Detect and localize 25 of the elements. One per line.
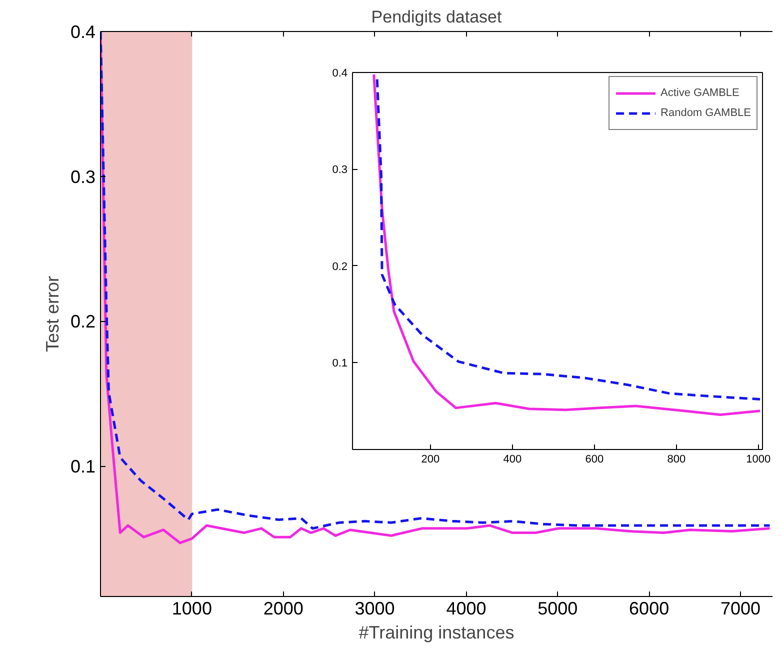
chart-title: Pendigits dataset	[371, 8, 502, 26]
y-tick-label: 0.2	[70, 312, 96, 332]
x-tick-label: 600	[585, 454, 604, 466]
y-tick-label: 0.3	[332, 164, 348, 176]
x-tick-label: 1000	[172, 598, 212, 618]
x-tick-label: 4000	[446, 598, 486, 618]
y-tick-label: 0.1	[332, 358, 348, 370]
x-tick-label: 6000	[629, 598, 670, 618]
y-tick-label: 0.3	[70, 166, 96, 187]
x-tick-label: 2000	[263, 598, 304, 618]
legend-label: Random GAMBLE	[660, 107, 751, 119]
y-axis-title: Test error	[42, 276, 62, 352]
x-tick-label: 200	[421, 454, 440, 466]
y-tick-label: 0.4	[70, 22, 96, 42]
y-tick-label: 0.2	[332, 260, 348, 273]
legend-label: Active GAMBLE	[660, 87, 740, 99]
x-tick-label: 3000	[354, 598, 395, 618]
x-axis-title: #Training instances	[358, 622, 514, 642]
y-tick-label: 0.4	[332, 68, 348, 80]
x-tick-label: 7000	[720, 598, 761, 618]
x-tick-label: 800	[667, 454, 686, 466]
x-tick-label: 5000	[538, 598, 578, 618]
x-tick-label: 400	[503, 454, 522, 466]
y-tick-label: 0.1	[70, 456, 96, 477]
x-tick-label: 1000	[746, 454, 771, 466]
